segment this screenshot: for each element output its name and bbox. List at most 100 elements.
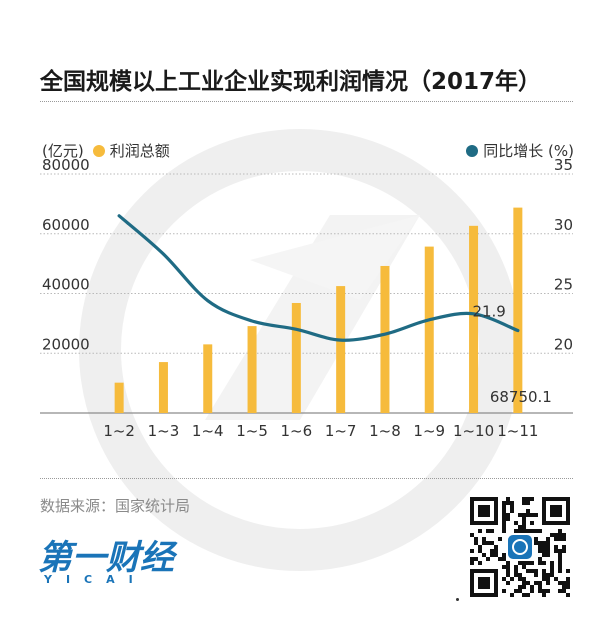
qr-module (510, 505, 514, 509)
qr-module (514, 569, 518, 573)
qr-module (522, 593, 526, 597)
qr-module (554, 545, 558, 549)
qr-module (546, 545, 550, 549)
qr-module (538, 557, 542, 561)
qr-module (522, 565, 526, 569)
profit-bar (424, 246, 434, 413)
qr-module (526, 497, 530, 501)
qr-module (526, 581, 530, 585)
growth-legend-label: 同比增长 (483, 142, 544, 160)
profit-bar (336, 286, 346, 413)
qr-module (482, 537, 486, 541)
qr-module (534, 529, 538, 533)
qr-module (478, 549, 482, 553)
qr-module (502, 509, 506, 513)
qr-module (534, 541, 538, 545)
qr-module (550, 533, 554, 537)
qr-module (562, 533, 566, 537)
growth-line (117, 214, 520, 342)
qr-module (522, 517, 526, 521)
qr-module (478, 529, 482, 533)
qr-module (506, 513, 510, 517)
qr-module (522, 561, 526, 565)
qr-module (546, 573, 550, 577)
qr-module (490, 529, 494, 533)
qr-module (522, 497, 526, 501)
qr-module (562, 581, 566, 585)
qr-module (470, 549, 474, 553)
qr-module (502, 589, 506, 593)
qr-module (558, 569, 562, 573)
qr-module (506, 565, 510, 569)
qr-module (502, 505, 506, 509)
qr-module (534, 537, 538, 541)
qr-module (514, 589, 518, 593)
qr-module (546, 553, 550, 557)
qr-module (522, 513, 526, 517)
data-label: 68750.1 (490, 388, 552, 406)
qr-module (562, 545, 566, 549)
qr-module (566, 585, 570, 589)
qr-module (530, 529, 534, 533)
qr-module (530, 513, 534, 517)
qr-module (506, 573, 510, 577)
left-axis-unit: (亿元) (42, 142, 84, 160)
qr-module (546, 541, 550, 545)
qr-module (514, 521, 518, 525)
qr-module (562, 549, 566, 553)
qr-module (494, 545, 498, 549)
left-tick-label: 80000 (42, 156, 90, 174)
qr-module (538, 529, 542, 533)
qr-module (502, 501, 506, 505)
qr-module (542, 553, 546, 557)
qr-module (502, 521, 506, 525)
qr-module (502, 513, 506, 517)
qr-module (494, 549, 498, 553)
qr-module (550, 569, 554, 573)
footer-divider (40, 478, 573, 479)
qr-module (558, 581, 562, 585)
qr-module (550, 565, 554, 569)
qr-module (546, 549, 550, 553)
right-tick-label: 35 (554, 156, 573, 174)
profit-legend-label: 利润总额 (109, 142, 170, 160)
qr-module (522, 585, 526, 589)
qr-module (494, 553, 498, 557)
qr-module (530, 589, 534, 593)
left-tick-label: 40000 (42, 276, 90, 294)
qr-module (542, 593, 546, 597)
qr-module (530, 569, 534, 573)
qr-module (514, 573, 518, 577)
qr-module (538, 545, 542, 549)
x-tick-label: 1~7 (325, 422, 357, 440)
profit-bar (203, 344, 213, 413)
right-axis-unit: (%) (548, 142, 574, 160)
legend-right: 同比增长 (%) (457, 140, 574, 161)
qr-center-badge (508, 535, 532, 559)
qr-module (514, 529, 518, 533)
qr-module (498, 557, 502, 561)
qr-module (502, 557, 506, 561)
right-tick-label: 30 (554, 216, 573, 234)
qr-module (490, 541, 494, 545)
qr-module (526, 593, 530, 597)
qr-module (562, 537, 566, 541)
qr-module (506, 581, 510, 585)
qr-module (546, 589, 550, 593)
x-tick-label: 1~11 (497, 422, 538, 440)
qr-module (506, 497, 510, 501)
qr-module (558, 557, 562, 561)
qr-module (554, 549, 558, 553)
data-source: 数据来源：国家统计局 (40, 497, 191, 515)
qr-module (498, 537, 502, 541)
qr-module (470, 557, 474, 561)
qr-module (558, 537, 562, 541)
profit-bar (380, 265, 390, 413)
profit-legend-swatch (92, 145, 105, 157)
qr-module (522, 525, 526, 529)
brand-latin: YICAI (43, 573, 147, 585)
qr-module (514, 565, 518, 569)
qr-module (562, 589, 566, 593)
